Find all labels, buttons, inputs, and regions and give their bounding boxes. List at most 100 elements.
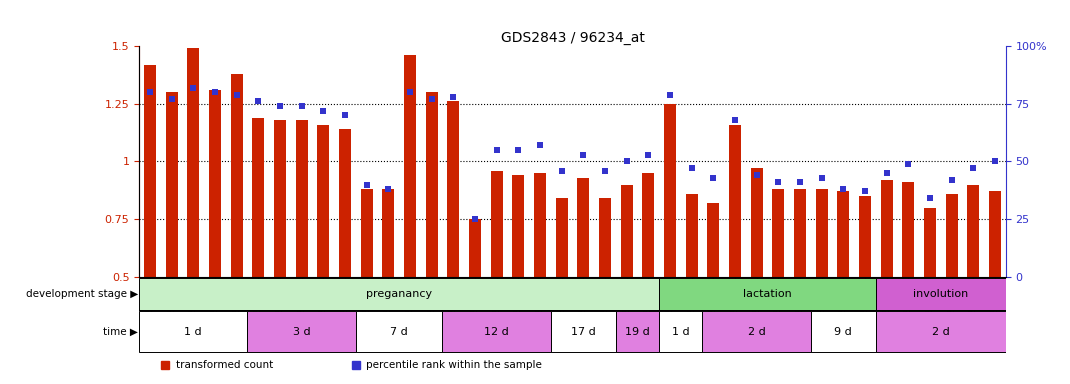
Point <box>835 186 852 192</box>
Text: 19 d: 19 d <box>625 326 649 336</box>
Bar <box>551 311 616 352</box>
Point <box>553 168 570 174</box>
Bar <box>231 74 243 277</box>
Bar <box>876 278 1006 310</box>
Bar <box>815 189 827 277</box>
Bar <box>967 185 979 277</box>
Point <box>856 189 873 195</box>
Point <box>878 170 896 176</box>
Text: 12 d: 12 d <box>485 326 509 336</box>
Text: 17 d: 17 d <box>571 326 596 336</box>
Point <box>401 89 418 95</box>
Bar <box>295 120 307 277</box>
Bar <box>426 92 438 277</box>
Bar <box>534 173 546 277</box>
Bar <box>578 178 590 277</box>
Bar <box>361 189 372 277</box>
Bar <box>355 311 443 352</box>
Text: transformed count: transformed count <box>175 360 273 370</box>
Bar <box>859 196 871 277</box>
Bar <box>187 48 199 277</box>
Bar <box>659 311 703 352</box>
Bar <box>876 311 1006 352</box>
Text: time ▶: time ▶ <box>104 326 138 336</box>
Point <box>705 175 722 181</box>
Bar <box>209 90 220 277</box>
Point <box>467 216 484 222</box>
Text: preganancy: preganancy <box>366 289 432 299</box>
Point <box>900 161 917 167</box>
Text: 3 d: 3 d <box>293 326 310 336</box>
Text: 1 d: 1 d <box>672 326 689 336</box>
Bar <box>881 180 892 277</box>
Bar <box>751 169 763 277</box>
Bar <box>924 208 936 277</box>
Point <box>509 147 526 153</box>
Text: 2 d: 2 d <box>748 326 765 336</box>
Text: lactation: lactation <box>743 289 792 299</box>
Point <box>228 91 245 98</box>
Text: 1 d: 1 d <box>184 326 202 336</box>
Bar <box>139 311 247 352</box>
Point <box>640 152 657 158</box>
Point <box>965 166 982 172</box>
Point <box>163 96 180 102</box>
Point <box>272 103 289 109</box>
Title: GDS2843 / 96234_at: GDS2843 / 96234_at <box>501 31 644 45</box>
Text: 2 d: 2 d <box>932 326 950 336</box>
Point <box>813 175 830 181</box>
Bar <box>811 311 876 352</box>
Bar <box>555 199 567 277</box>
Bar <box>469 219 480 277</box>
Point <box>575 152 592 158</box>
Point <box>141 89 158 95</box>
Point <box>943 177 960 183</box>
Point <box>293 103 310 109</box>
Point <box>661 91 678 98</box>
Bar <box>491 171 503 277</box>
Bar <box>144 65 156 277</box>
Bar <box>382 189 394 277</box>
Point <box>596 168 613 174</box>
Bar <box>659 278 876 310</box>
Bar <box>773 189 784 277</box>
Bar <box>707 203 719 277</box>
Bar <box>686 194 698 277</box>
Bar <box>794 189 806 277</box>
Point <box>727 117 744 123</box>
Bar <box>404 55 416 277</box>
Bar <box>621 185 632 277</box>
Bar <box>139 278 659 310</box>
Bar <box>253 118 264 277</box>
Point <box>987 159 1004 165</box>
Point <box>748 172 765 179</box>
Bar <box>443 311 551 352</box>
Bar <box>599 199 611 277</box>
Point <box>185 84 202 91</box>
Text: percentile rank within the sample: percentile rank within the sample <box>366 360 542 370</box>
Point <box>315 108 332 114</box>
Point <box>921 195 938 202</box>
Bar <box>946 194 958 277</box>
Point <box>445 94 462 100</box>
Bar <box>642 173 654 277</box>
Bar <box>166 92 178 277</box>
Point <box>769 179 786 185</box>
Point <box>488 147 505 153</box>
Text: 9 d: 9 d <box>835 326 852 336</box>
Bar <box>247 311 355 352</box>
Point <box>792 179 809 185</box>
Point <box>423 96 440 102</box>
Bar <box>989 192 1000 277</box>
Bar <box>616 311 659 352</box>
Bar <box>703 311 811 352</box>
Bar <box>274 120 286 277</box>
Point <box>380 186 397 192</box>
Text: involution: involution <box>913 289 968 299</box>
Bar <box>664 104 676 277</box>
Bar <box>318 124 330 277</box>
Bar <box>838 192 850 277</box>
Point <box>358 182 376 188</box>
Text: 7 d: 7 d <box>391 326 408 336</box>
Bar <box>513 175 524 277</box>
